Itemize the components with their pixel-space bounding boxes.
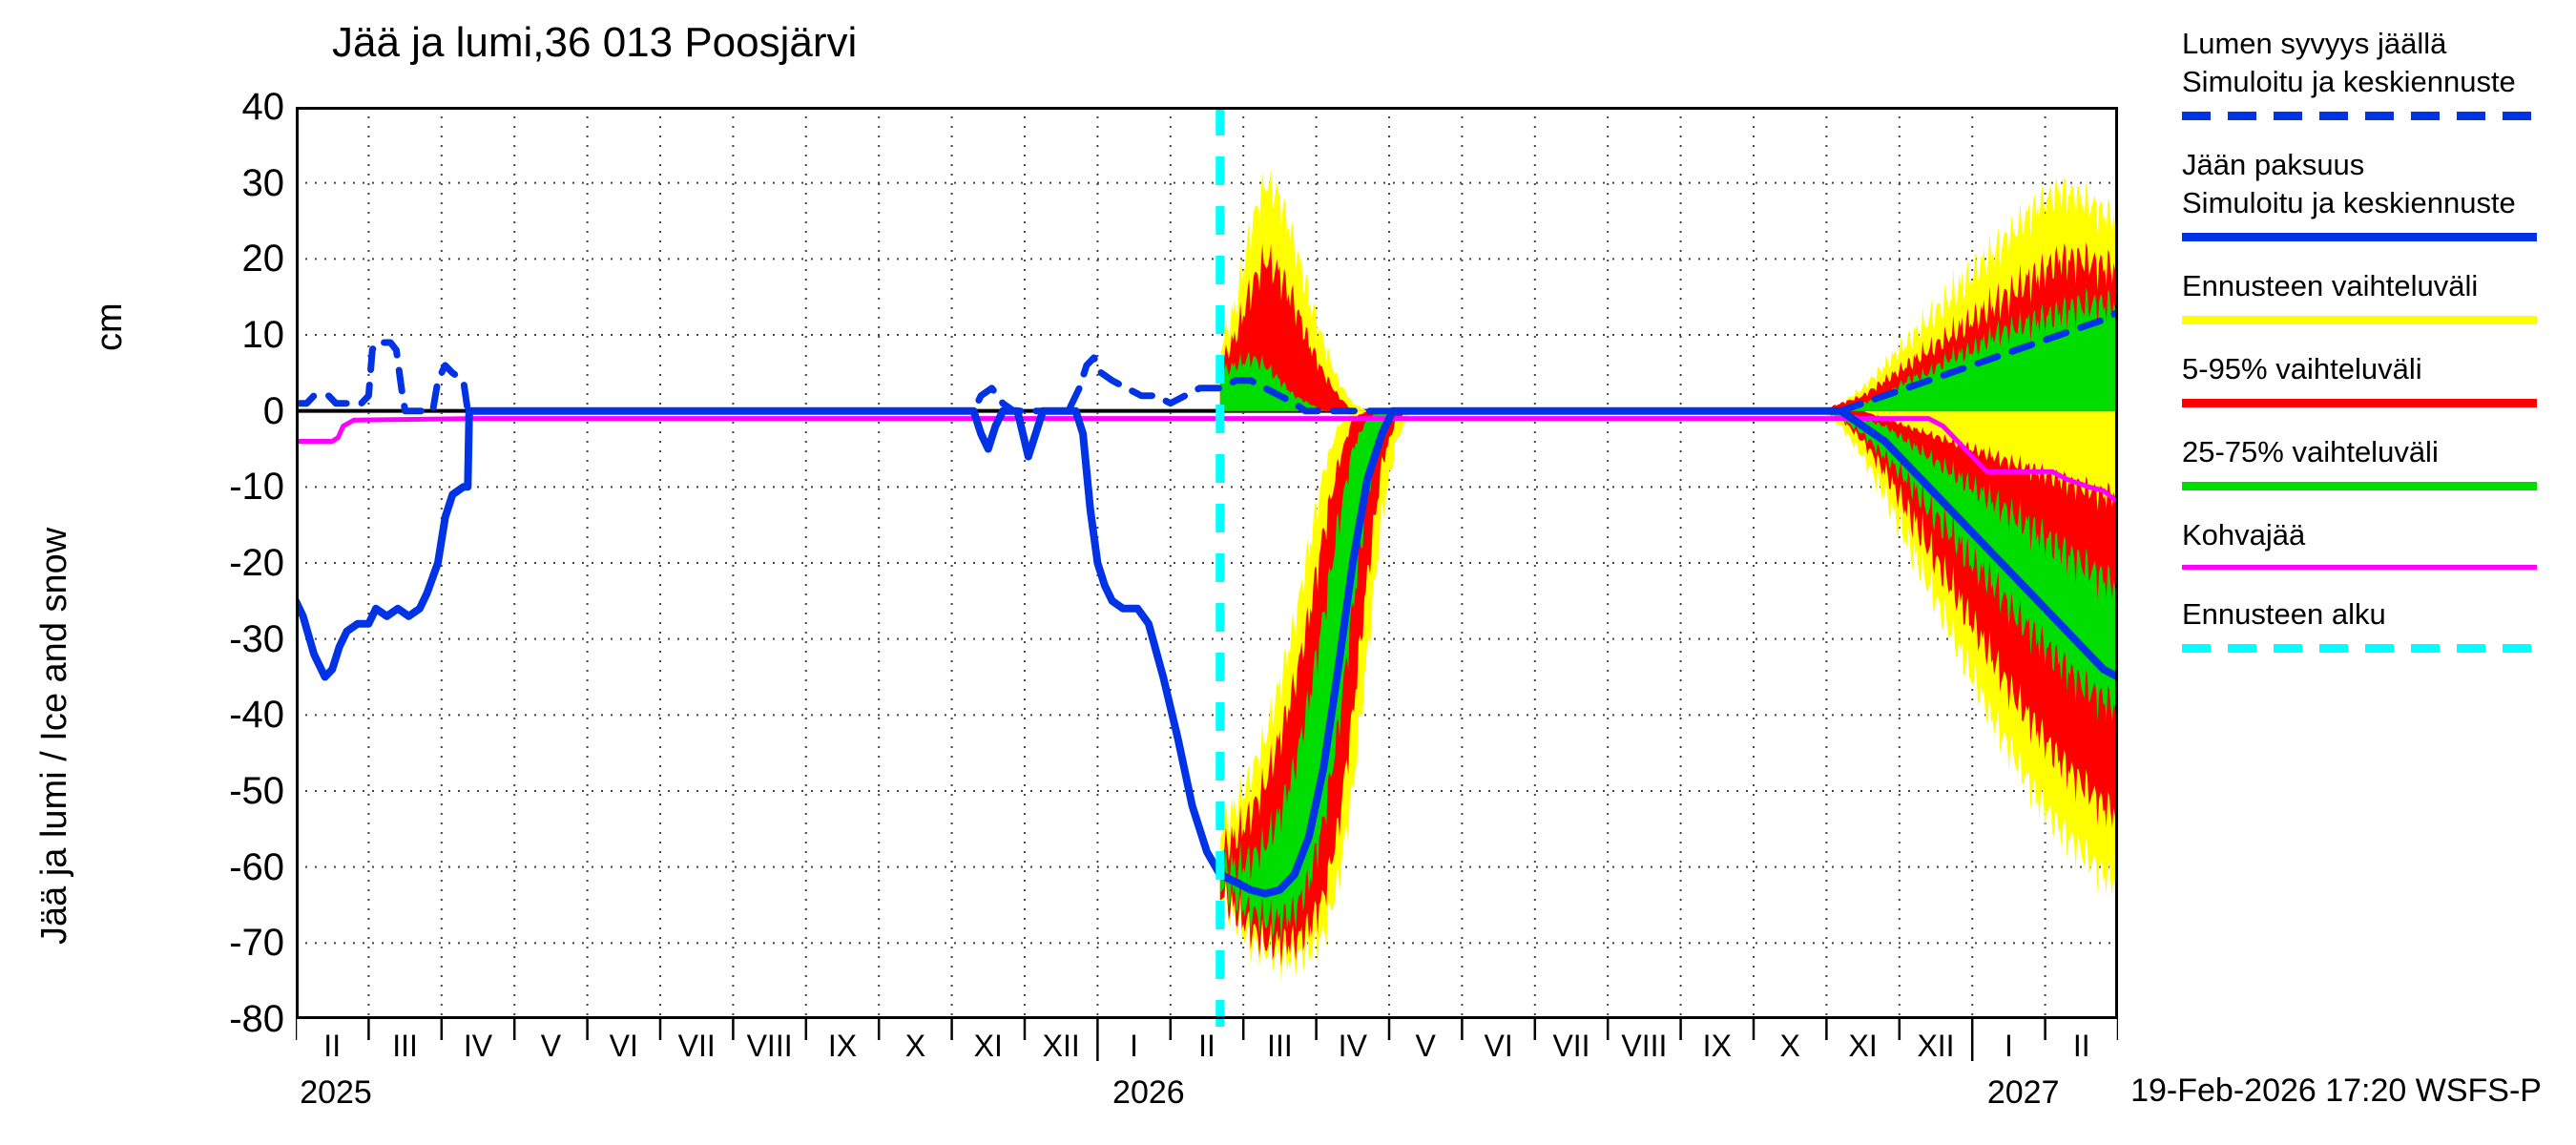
y-tick-label: -20 bbox=[229, 542, 284, 584]
legend-label: 5-95% vaihteluväli bbox=[2182, 352, 2422, 385]
x-tick-label: I bbox=[1130, 1029, 1139, 1063]
band-snow-5-95-fc1 bbox=[1219, 242, 1411, 411]
plot-area bbox=[296, 107, 2118, 1061]
x-tick-label: V bbox=[540, 1029, 562, 1063]
timestamp-label: 19-Feb-2026 17:20 WSFS-P bbox=[2130, 1072, 2542, 1109]
x-tick-label: X bbox=[904, 1029, 926, 1063]
x-tick-label: VI bbox=[609, 1029, 638, 1063]
legend-label: Ennusteen vaihteluväli bbox=[2182, 269, 2479, 302]
y-tick-label: 30 bbox=[241, 161, 285, 204]
x-tick-label: IV bbox=[463, 1029, 493, 1063]
line-kohvajaa bbox=[296, 416, 2118, 505]
x-tick-label: XI bbox=[973, 1029, 1003, 1063]
legend-line-sample-snow-depth bbox=[2182, 112, 2537, 120]
y-tick-label: -60 bbox=[229, 845, 284, 888]
x-tick-label: VIII bbox=[746, 1029, 793, 1063]
x-tick-label: III bbox=[392, 1029, 418, 1063]
year-label: 2027 bbox=[1986, 1074, 2060, 1111]
x-tick-label: XII bbox=[1042, 1029, 1080, 1063]
x-tick-label: XI bbox=[1848, 1029, 1878, 1063]
x-tick-label: VI bbox=[1484, 1029, 1513, 1063]
y-axis-label: Jää ja lumi / Ice and snow bbox=[34, 527, 74, 945]
legend-line-sample-forecast-start bbox=[2182, 644, 2537, 653]
x-tick-label: XII bbox=[1917, 1029, 1955, 1063]
chart-title: Jää ja lumi,36 013 Poosjärvi bbox=[332, 19, 858, 66]
y-tick-label: -80 bbox=[229, 998, 284, 1040]
year-label: 2025 bbox=[300, 1074, 372, 1111]
legend-line-sample-forecast-range bbox=[2182, 316, 2537, 324]
legend-label: Simuloitu ja keskiennuste bbox=[2182, 186, 2516, 219]
x-tick-label: V bbox=[1415, 1029, 1436, 1063]
x-tick-label: III bbox=[1267, 1029, 1293, 1063]
legend-label: Kohvajää bbox=[2182, 518, 2306, 552]
legend-entry-range-5-95: 5-95% vaihteluväli bbox=[2182, 350, 2560, 407]
y-tick-label: -70 bbox=[229, 922, 284, 965]
line-snow-depth-median bbox=[296, 308, 2118, 415]
legend-entry-forecast-start: Ennusteen alku bbox=[2182, 595, 2560, 653]
y-tick-label: -50 bbox=[229, 770, 284, 812]
year-label: 2026 bbox=[1112, 1074, 1185, 1111]
x-tick-label: IV bbox=[1338, 1029, 1367, 1063]
legend-entry-ice-thickness: Jään paksuus Simuloitu ja keskiennuste bbox=[2182, 146, 2560, 241]
band-ice-25-75-fc1 bbox=[1219, 410, 1411, 944]
legend-line-sample-ice-thickness bbox=[2182, 233, 2537, 241]
band-snow-25-75-fc2 bbox=[1818, 287, 2118, 411]
band-ice-25-75-fc2 bbox=[1818, 410, 2118, 722]
y-tick-label: 20 bbox=[241, 238, 285, 281]
legend-entry-range-25-75: 25-75% vaihteluväli bbox=[2182, 433, 2560, 490]
band-snow-25-75-fc1 bbox=[1219, 351, 1411, 411]
legend-label: Simuloitu ja keskiennuste bbox=[2182, 65, 2516, 98]
x-tick-label: I bbox=[2004, 1029, 2013, 1063]
line-ice-thickness-median bbox=[296, 406, 2118, 898]
legend: Lumen syvyys jäällä Simuloitu ja keskienn… bbox=[2182, 25, 2560, 678]
x-tick-label: VII bbox=[1552, 1029, 1590, 1063]
legend-line-sample-kohvajaa bbox=[2182, 565, 2537, 570]
y-tick-label: -40 bbox=[229, 694, 284, 737]
y-tick-label: 0 bbox=[262, 389, 284, 432]
legend-label: Lumen syvyys jäällä bbox=[2182, 27, 2447, 60]
x-tick-label: IX bbox=[1702, 1029, 1732, 1063]
legend-label: 25-75% vaihteluväli bbox=[2182, 435, 2439, 468]
y-axis-unit: cm bbox=[90, 302, 130, 351]
x-tick-label: II bbox=[1198, 1029, 1215, 1063]
legend-entry-snow-depth: Lumen syvyys jäällä Simuloitu ja keskienn… bbox=[2182, 25, 2560, 120]
x-tick-label: VII bbox=[677, 1029, 716, 1063]
legend-label: Ennusteen alku bbox=[2182, 597, 2386, 631]
y-tick-label: 10 bbox=[241, 314, 285, 356]
x-tick-label: IX bbox=[827, 1029, 858, 1063]
plot-border bbox=[296, 107, 2118, 1019]
x-tick-label: X bbox=[1779, 1029, 1800, 1063]
legend-label: Jään paksuus bbox=[2182, 148, 2365, 181]
legend-entry-forecast-range: Ennusteen vaihteluväli bbox=[2182, 267, 2560, 324]
legend-line-sample-range-5-95 bbox=[2182, 399, 2537, 407]
x-tick-label: II bbox=[323, 1029, 342, 1063]
legend-entry-kohvajaa: Kohvajää bbox=[2182, 516, 2560, 570]
x-tick-label: VIII bbox=[1621, 1029, 1668, 1063]
y-tick-label: -30 bbox=[229, 617, 284, 660]
legend-line-sample-range-25-75 bbox=[2182, 482, 2537, 490]
y-tick-label: 40 bbox=[241, 86, 285, 128]
band-ice-5-95-fc2 bbox=[1818, 410, 2118, 828]
y-tick-label: -10 bbox=[229, 466, 284, 509]
x-tick-label: II bbox=[2072, 1029, 2090, 1063]
